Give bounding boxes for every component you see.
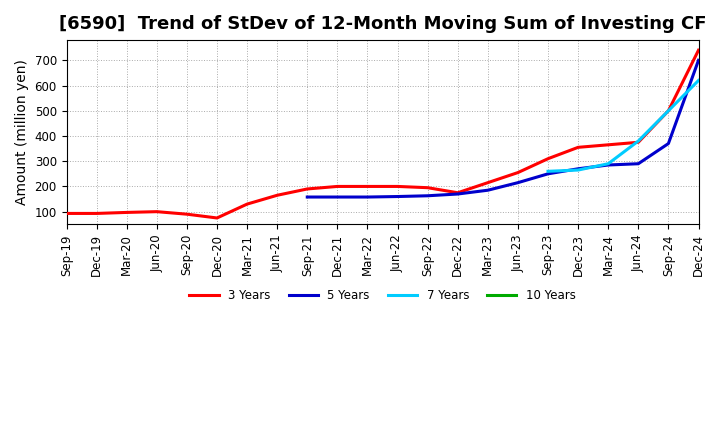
Y-axis label: Amount (million yen): Amount (million yen) — [15, 59, 29, 205]
Legend: 3 Years, 5 Years, 7 Years, 10 Years: 3 Years, 5 Years, 7 Years, 10 Years — [185, 284, 580, 307]
Title: [6590]  Trend of StDev of 12-Month Moving Sum of Investing CF: [6590] Trend of StDev of 12-Month Moving… — [59, 15, 706, 33]
